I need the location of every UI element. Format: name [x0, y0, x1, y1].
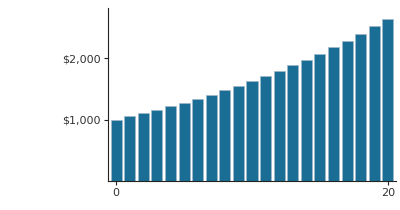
Bar [314, 54, 326, 181]
Bar [192, 99, 203, 181]
Bar [110, 119, 122, 181]
Bar [206, 95, 217, 181]
Bar [369, 26, 380, 181]
Bar [328, 47, 339, 181]
Bar [233, 86, 244, 181]
Bar [165, 106, 176, 181]
Bar [138, 113, 149, 181]
Bar [178, 103, 190, 181]
Bar [260, 76, 271, 181]
Bar [301, 60, 312, 181]
Bar [382, 18, 394, 181]
Bar [342, 41, 353, 181]
Bar [355, 34, 366, 181]
Bar [274, 71, 285, 181]
Bar [246, 81, 258, 181]
Bar [151, 110, 162, 181]
Bar [287, 66, 298, 181]
Bar [124, 117, 135, 181]
Bar [219, 90, 230, 181]
